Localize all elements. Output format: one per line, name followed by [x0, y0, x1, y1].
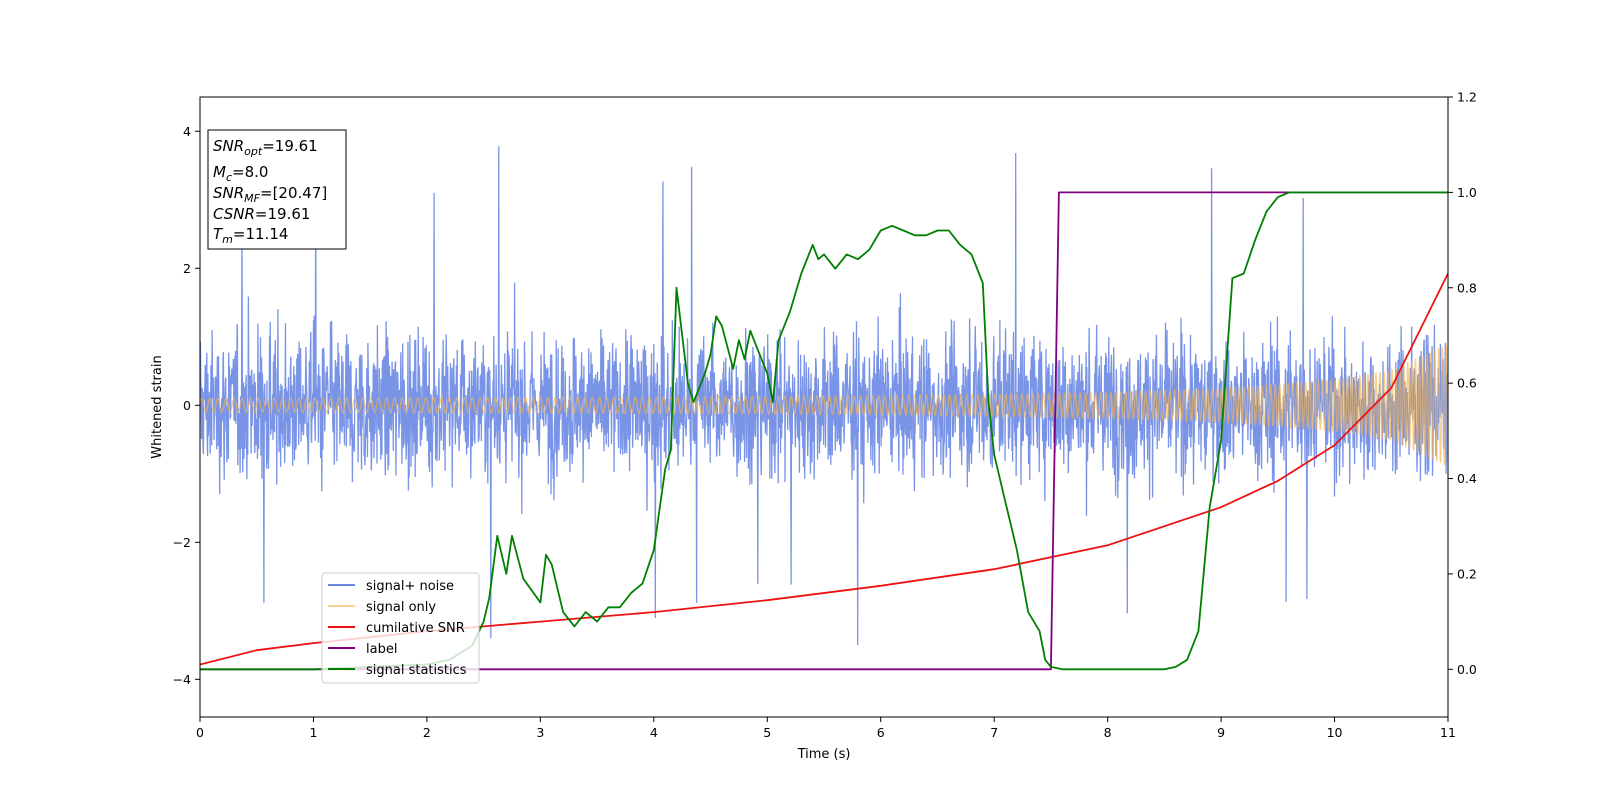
y2-tick-label: 1.0 — [1457, 185, 1477, 200]
y-tick-label: −4 — [173, 672, 191, 687]
x-tick-label: 10 — [1327, 725, 1343, 740]
x-tick-label: 7 — [990, 725, 998, 740]
annotation-snr-opt: SNRopt=19.61 — [213, 137, 318, 158]
annotation-csnr: CSNR=19.61 — [213, 205, 310, 223]
annotation-tm: Tm=11.14 — [213, 225, 288, 246]
y2-tick-label: 0.0 — [1457, 662, 1477, 677]
annotation-box: SNRopt=19.61 Mc=8.0 SNRMF=[20.47] CSNR=1… — [207, 129, 347, 250]
y-tick-label: 0 — [183, 398, 191, 413]
x-tick-label: 8 — [1104, 725, 1112, 740]
x-tick-label: 6 — [877, 725, 885, 740]
series-signal-only — [200, 344, 1448, 467]
y-tick-label: 2 — [183, 261, 191, 276]
x-axis-label: Time (s) — [797, 747, 851, 762]
y2-tick-label: 0.4 — [1457, 471, 1477, 486]
x-tick-label: 1 — [309, 725, 317, 740]
y-tick-label: 4 — [183, 124, 191, 139]
legend-label-signal-only: signal only — [366, 600, 436, 615]
y2-tick-label: 0.2 — [1457, 566, 1477, 581]
annotation-snr-mf: SNRMF=[20.47] — [213, 184, 327, 205]
x-tick-label: 11 — [1440, 725, 1456, 740]
x-tick-label: 5 — [763, 725, 771, 740]
legend: signal+ noise signal only cumilative SNR… — [321, 572, 480, 684]
y2-tick-label: 1.2 — [1457, 90, 1477, 105]
x-tick-label: 4 — [650, 725, 658, 740]
plot-frame — [199, 96, 1449, 718]
y2-tick-label: 0.6 — [1457, 376, 1477, 391]
x-tick-label: 3 — [536, 725, 544, 740]
legend-label-signal-noise: signal+ noise — [366, 579, 454, 594]
annotation-mc: Mc=8.0 — [213, 163, 268, 184]
axes-layer: 0 1 2 3 4 5 6 7 8 9 10 11 −4 −2 0 2 4 0.0 0.2 0.4 0.6 0.8 1.0 1… — [173, 90, 1477, 741]
legend-label-cumulative-snr: cumilative SNR — [366, 621, 465, 636]
series-label — [200, 191, 1448, 671]
x-tick-label: 0 — [196, 725, 204, 740]
x-tick-label: 2 — [423, 725, 431, 740]
legend-label-label: label — [366, 642, 397, 657]
legend-label-signal-statistics: signal statistics — [366, 663, 467, 678]
y-axis-label: Whitened strain — [150, 355, 165, 458]
y2-tick-label: 0.8 — [1457, 280, 1477, 295]
x-tick-label: 9 — [1217, 725, 1225, 740]
series-signal-statistics — [200, 191, 1448, 671]
y-tick-label: −2 — [173, 535, 191, 550]
